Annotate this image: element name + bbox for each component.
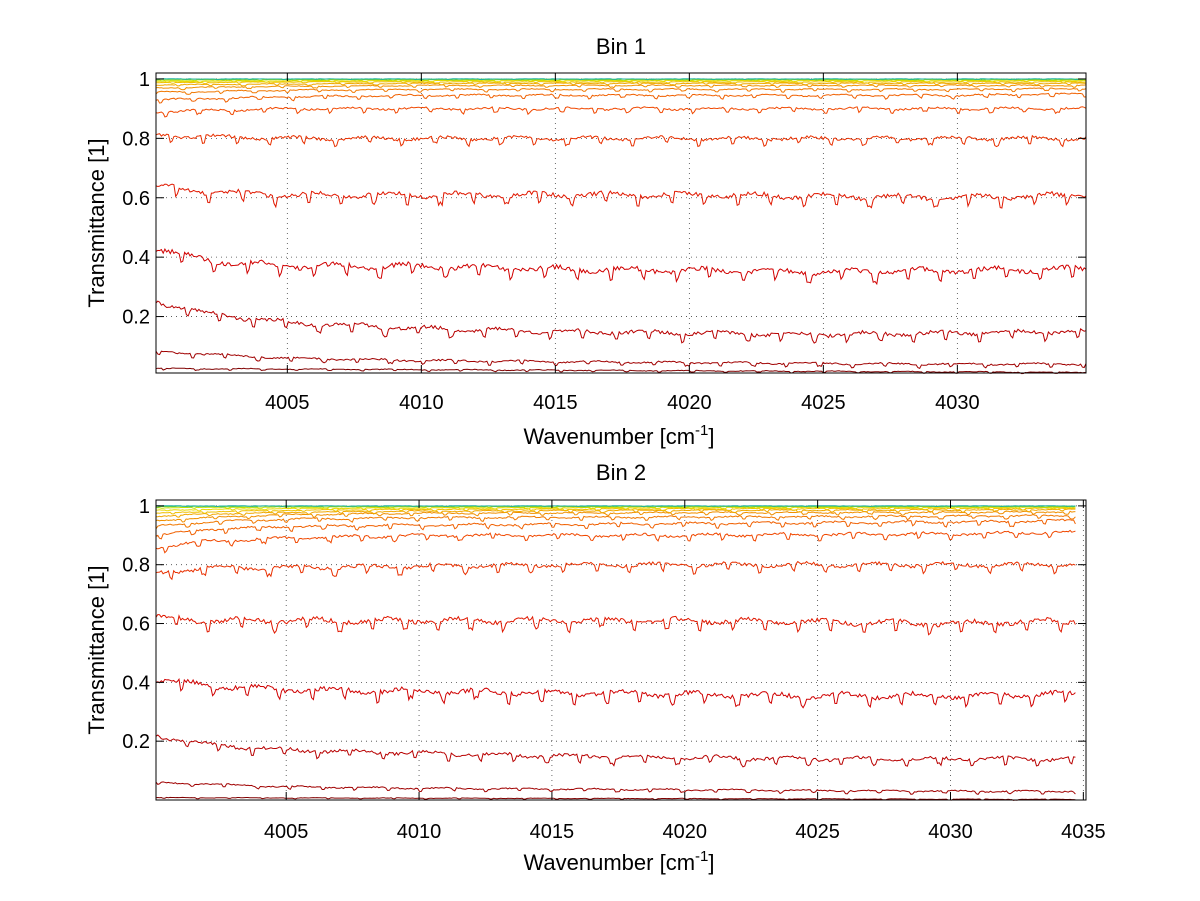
x-axis-label: Wavenumber [cm-1] [523, 422, 714, 449]
y-tick-label: 0.2 [122, 731, 150, 753]
x-tick-label: 4020 [667, 392, 712, 414]
series-line [155, 133, 1087, 148]
series-line [155, 78, 1087, 81]
series-line [156, 79, 1086, 83]
grid [156, 500, 1086, 800]
x-tick-label: 4025 [801, 392, 846, 414]
series-line [155, 734, 1076, 768]
series-line [155, 80, 1087, 85]
x-tick-label: 4025 [795, 821, 840, 843]
series-line [155, 87, 1087, 95]
y-tick-label: 1 [139, 496, 150, 518]
grid [156, 73, 1086, 373]
x-tick-label: 4035 [1061, 821, 1106, 843]
series-line [156, 506, 1076, 512]
series-line [155, 560, 1076, 581]
series-group [155, 78, 1087, 375]
axes-box [155, 72, 1087, 374]
x-tick-label: 4005 [264, 821, 309, 843]
y-tick-label: 0.4 [122, 247, 150, 269]
chart-title: Bin 1 [596, 34, 646, 59]
series-line [155, 78, 1087, 82]
ticks: 4005 4010 4015 4020 4025 4030 4035 0.2 0.4 0.6 0.8… [122, 496, 1105, 843]
series-line [155, 678, 1076, 709]
x-axis-label: Wavenumber [cm-1] [523, 848, 714, 875]
series-line [155, 781, 1076, 796]
series-line [155, 300, 1087, 344]
x-tick-label: 4030 [928, 821, 973, 843]
series-line [155, 92, 1087, 104]
axes-box [155, 499, 1087, 801]
x-axis-label-sup: -1 [695, 848, 708, 865]
series-group [155, 505, 1076, 801]
x-axis-label-sup: -1 [695, 422, 708, 439]
series-line [155, 613, 1076, 636]
series-line [155, 183, 1087, 209]
y-tick-label: 0.8 [122, 128, 150, 150]
x-axis-label-end: ] [708, 424, 714, 449]
panel-bin-1: 4005 4010 4015 4020 4025 4030 0.2 0.4 0.6 0.8 1 Bin… [84, 34, 1087, 449]
x-axis-label-text: Wavenumber [cm [523, 424, 695, 449]
x-axis-label-text: Wavenumber [cm [523, 850, 695, 875]
series-line [155, 248, 1087, 286]
series-line [155, 796, 1076, 801]
y-tick-label: 0.2 [122, 307, 150, 329]
y-tick-label: 0.6 [122, 188, 150, 210]
series-line [155, 367, 1087, 375]
series-line [155, 350, 1087, 370]
x-tick-label: 4010 [397, 821, 442, 843]
x-tick-label: 4015 [530, 821, 575, 843]
chart-title: Bin 2 [596, 460, 646, 485]
panel-bin-2: 4005 4010 4015 4020 4025 4030 4035 0.2 0.4 0.6 0.8… [84, 460, 1106, 875]
series-line [155, 513, 1076, 530]
x-tick-label: 4010 [399, 392, 444, 414]
series-line [155, 529, 1076, 554]
series-line [155, 84, 1087, 91]
x-axis-label-end: ] [708, 850, 714, 875]
y-tick-label: 0.6 [122, 614, 150, 636]
y-tick-label: 0.4 [122, 672, 150, 694]
x-tick-label: 4030 [935, 392, 980, 414]
series-line [155, 505, 1076, 508]
x-tick-label: 4015 [533, 392, 578, 414]
y-axis-label: Transmittance [1] [84, 565, 109, 734]
x-tick-label: 4005 [265, 392, 310, 414]
ticks: 4005 4010 4015 4020 4025 4030 0.2 0.4 0.6 0.8 1 [122, 69, 1086, 414]
series-line [155, 106, 1087, 118]
y-axis-label: Transmittance [1] [84, 138, 109, 307]
x-tick-label: 4020 [663, 821, 708, 843]
series-line [155, 518, 1076, 540]
y-tick-label: 0.8 [122, 555, 150, 577]
y-tick-label: 1 [139, 69, 150, 91]
